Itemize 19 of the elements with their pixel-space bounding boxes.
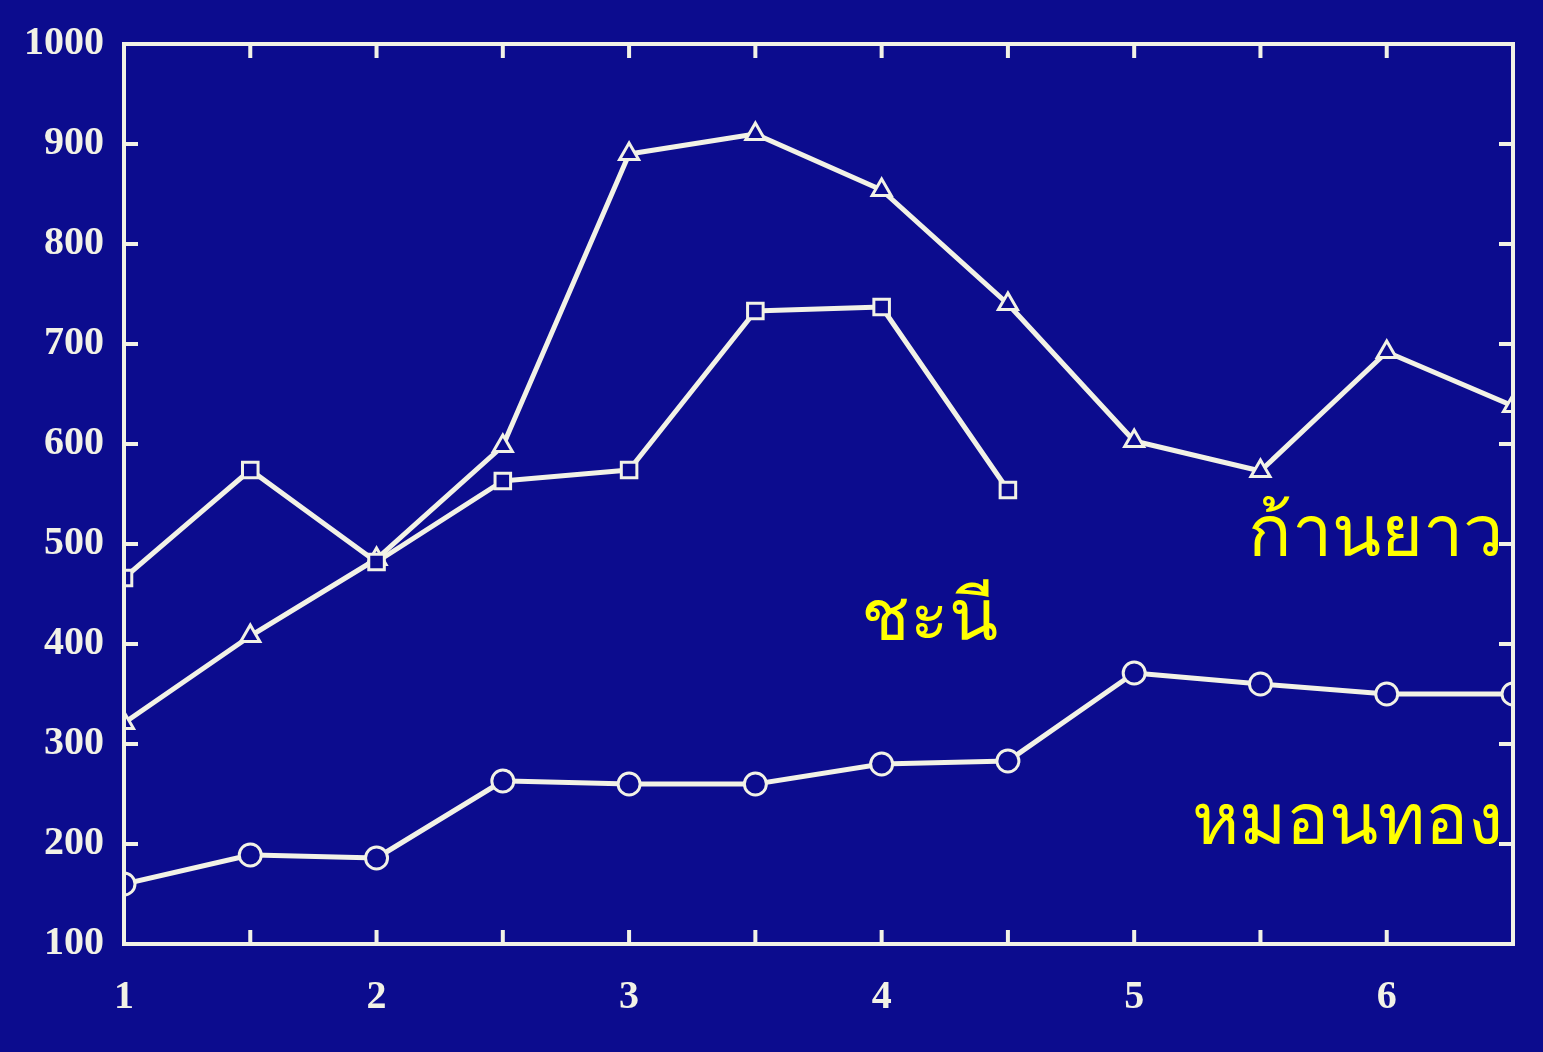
x-tick-label: 4 [871,972,892,1018]
y-tick-label: 500 [44,518,104,564]
x-tick-label: 6 [1376,972,1397,1018]
y-tick-label: 400 [44,618,104,664]
x-tick-label: 5 [1124,972,1145,1018]
y-tick-label: 800 [44,218,104,264]
y-tick-label: 600 [44,418,104,464]
y-tick-label: 100 [44,918,104,964]
x-tick-label: 3 [619,972,640,1018]
series-label: ชะนี [860,572,998,657]
y-tick-label: 1000 [24,18,104,64]
y-tick-label: 300 [44,718,104,764]
legend-label: ก้านยาว [1248,488,1503,573]
x-tick-label: 1 [114,972,134,1018]
y-tick-label: 200 [44,818,104,864]
y-tick-label: 900 [44,118,104,164]
legend-label: หมอนทอง [1192,776,1503,861]
x-tick-label: 2 [366,972,387,1018]
y-tick-label: 700 [44,318,104,364]
